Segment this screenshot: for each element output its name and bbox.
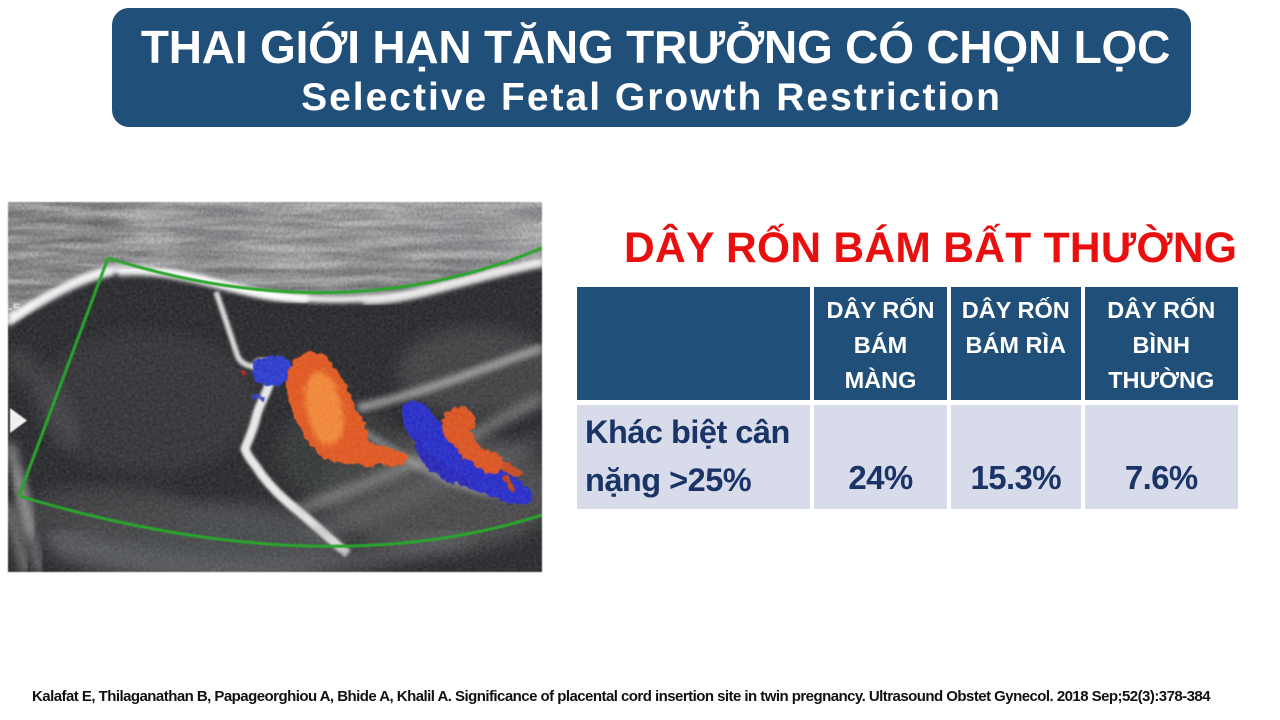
svg-text:-5: -5 bbox=[8, 300, 21, 316]
